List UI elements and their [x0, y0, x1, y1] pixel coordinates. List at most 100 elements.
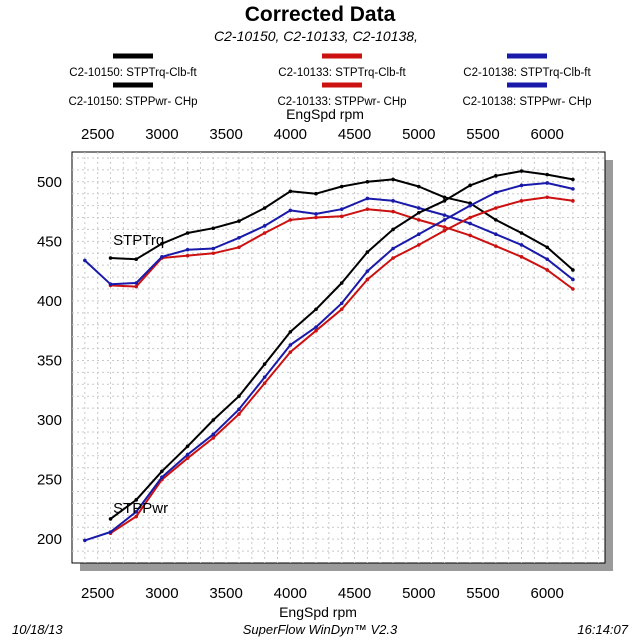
- data-point: [365, 277, 370, 282]
- data-point: [108, 282, 113, 287]
- y-tick-label: 250: [37, 472, 62, 489]
- y-tick-label: 450: [37, 233, 62, 250]
- y-tick-label: 500: [37, 174, 62, 191]
- data-point: [160, 255, 164, 259]
- x-tick-label-bottom: 5000: [402, 585, 435, 602]
- data-point: [494, 174, 498, 178]
- data-point: [442, 213, 447, 217]
- data-point: [314, 328, 318, 333]
- data-point: [442, 218, 447, 222]
- curve-annotations: STPTrq STPPwr: [113, 232, 168, 517]
- data-point: [237, 407, 241, 412]
- data-point: [468, 233, 472, 238]
- curve-annotation: STPPwr: [113, 500, 168, 517]
- data-point: [211, 246, 216, 251]
- data-point: [237, 235, 241, 240]
- data-point: [571, 287, 575, 291]
- data-point: [262, 224, 267, 228]
- data-point: [288, 189, 293, 194]
- footer-software: SuperFlow WinDyn™ V2.3: [243, 622, 398, 637]
- data-point: [134, 509, 139, 514]
- legend-label: C2-10150: STPPwr- CHp: [68, 96, 197, 108]
- x-tick-label-top: 3500: [209, 126, 242, 143]
- data-point: [391, 227, 395, 232]
- data-point: [339, 307, 344, 312]
- data-point: [391, 177, 395, 182]
- series-group: [83, 181, 575, 543]
- x-tick-label-top: 3000: [145, 126, 178, 143]
- data-point: [442, 228, 447, 233]
- data-point: [494, 218, 498, 222]
- data-point: [519, 169, 524, 173]
- x-tick-label-top: 2500: [81, 126, 114, 143]
- plot-area: [71, 151, 606, 564]
- data-point: [365, 250, 370, 254]
- x-tick-label-bottom: 3500: [209, 585, 242, 602]
- data-point: [314, 307, 318, 312]
- legend-label: C2-10150: STPTrq-Clb-ft: [69, 67, 197, 79]
- data-point: [211, 418, 216, 422]
- x-tick-label-bottom: 5500: [466, 585, 499, 602]
- x-tick-label-top: 4500: [338, 126, 371, 143]
- data-point: [185, 253, 190, 258]
- data-point: [416, 218, 421, 222]
- x-tick-label-bottom: 2500: [81, 585, 114, 602]
- data-point: [185, 231, 190, 235]
- data-point: [134, 281, 139, 285]
- data-point: [545, 257, 550, 262]
- data-point: [262, 206, 267, 210]
- data-point: [416, 184, 421, 189]
- data-point: [237, 219, 241, 223]
- data-point: [365, 179, 370, 184]
- data-point: [262, 375, 267, 379]
- data-point: [519, 243, 524, 247]
- bottom-axis-ticks: 2500 3000 3500 4000 4500 5000 5500 6000: [81, 585, 564, 602]
- data-point: [211, 432, 216, 437]
- data-point: [442, 199, 447, 203]
- data-point: [134, 498, 139, 502]
- data-point: [442, 225, 447, 229]
- series-group: [108, 177, 575, 272]
- data-point: [262, 381, 267, 385]
- data-point: [494, 206, 498, 210]
- data-point: [494, 244, 498, 248]
- y-tick-label: 300: [37, 412, 62, 429]
- footer-date: 10/18/13: [12, 622, 63, 637]
- top-axis-ticks: 2500 3000 3500 4000 4500 5000 5500 6000: [81, 126, 564, 143]
- series-line: [84, 197, 574, 286]
- data-point: [314, 191, 318, 196]
- data-point: [391, 246, 395, 251]
- data-point: [314, 215, 318, 220]
- data-point: [288, 208, 293, 213]
- x-tick-label-bottom: 4500: [338, 585, 371, 602]
- data-point: [314, 325, 318, 329]
- data-point: [108, 517, 113, 521]
- data-point: [262, 362, 267, 366]
- x-tick-label-bottom: 3000: [145, 585, 178, 602]
- data-point: [416, 206, 421, 210]
- x-tick-label-top: 6000: [531, 126, 564, 143]
- data-point: [262, 231, 267, 235]
- data-point: [237, 245, 241, 250]
- data-point: [134, 284, 139, 289]
- data-point: [339, 184, 344, 189]
- x-tick-label-bottom: 4000: [274, 585, 307, 602]
- footer-time: 16:14:07: [577, 622, 628, 637]
- data-point: [571, 187, 575, 191]
- top-axis-label: EngSpd rpm: [286, 106, 364, 122]
- data-point: [391, 256, 395, 260]
- data-point: [211, 436, 216, 440]
- x-tick-label-top: 5500: [466, 126, 499, 143]
- data-point: [211, 226, 216, 231]
- data-point: [468, 203, 472, 208]
- data-point: [365, 207, 370, 211]
- data-point: [339, 301, 344, 306]
- data-point: [442, 195, 447, 200]
- legend-label: C2-10138: STPPwr- CHp: [462, 96, 591, 108]
- data-point: [571, 177, 575, 182]
- data-point: [211, 251, 216, 256]
- data-point: [365, 269, 370, 273]
- data-point: [314, 212, 318, 216]
- y-axis-ticks: 200 250 300 350 400 450 500: [37, 174, 62, 548]
